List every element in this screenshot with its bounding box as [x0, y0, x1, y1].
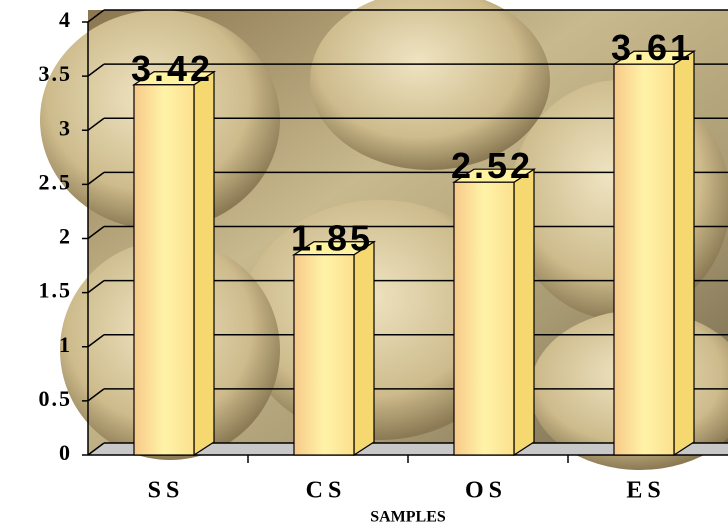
- y-tick-label: 3: [59, 115, 72, 140]
- data-label: 3.42: [131, 48, 213, 89]
- x-tick-label: SS: [148, 478, 185, 504]
- y-tick-label: 1.5: [39, 278, 73, 303]
- bar: [294, 242, 374, 455]
- y-tick-label: 1: [59, 332, 72, 357]
- x-tick-label: OS: [465, 478, 507, 504]
- bar: [454, 169, 534, 455]
- y-tick-label: 0: [59, 440, 72, 465]
- bar-side: [514, 169, 534, 455]
- x-axis-label: SAMPLES: [370, 509, 446, 526]
- bar: [614, 51, 694, 455]
- bar: [134, 72, 214, 455]
- y-tick-label: 0.5: [39, 386, 73, 411]
- bar-side: [674, 51, 694, 455]
- chart: SAMPLES 0 0.5 1 1.5 2 2.5 3 3.5 4 SS 3.42 CS 1.85 OS 2…: [0, 0, 728, 529]
- y-tick-label: 3.5: [39, 61, 73, 86]
- y-tick-label: 2: [59, 224, 72, 249]
- data-label: 3.61: [611, 27, 693, 68]
- y-tick-label: 4: [59, 7, 72, 32]
- bar-front: [134, 85, 194, 455]
- bar-front: [294, 255, 354, 455]
- x-tick-label: CS: [306, 478, 347, 504]
- bar-front: [614, 64, 674, 455]
- data-label: 1.85: [291, 218, 373, 259]
- y-tick-label: 2.5: [39, 169, 73, 194]
- x-tick-label: ES: [626, 478, 665, 504]
- bar-front: [454, 182, 514, 455]
- bar-side: [354, 242, 374, 455]
- bar-side: [194, 72, 214, 455]
- data-label: 2.52: [451, 145, 533, 186]
